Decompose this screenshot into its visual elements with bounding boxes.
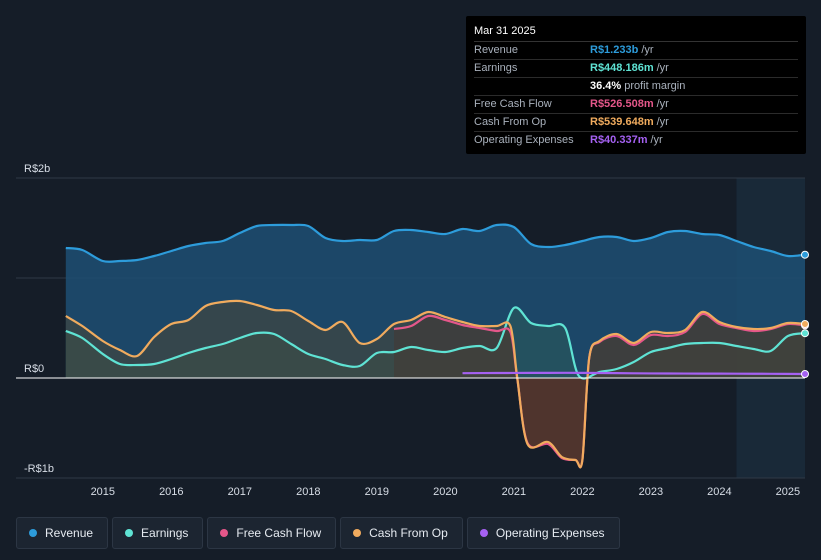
earnings-end-marker <box>801 329 809 338</box>
chart-legend: Revenue Earnings Free Cash Flow Cash Fro… <box>16 517 620 549</box>
legend-item-cash-from-op[interactable]: Cash From Op <box>340 517 463 549</box>
cash-from-op-line <box>65 299 806 469</box>
tooltip-value-opex: R$40.337m <box>590 134 648 146</box>
x-tick-label: 2018 <box>296 486 320 498</box>
cash-from-op-dot-icon <box>353 529 362 537</box>
tooltip-value-cfo: R$539.648m <box>590 116 654 128</box>
tooltip-label: Free Cash Flow <box>474 98 552 110</box>
series-areas <box>65 224 806 468</box>
tooltip-row-revenue: Revenue R$1.233b /yr <box>474 42 798 60</box>
tooltip-row-opex: Operating Expenses R$40.337m /yr <box>474 132 798 149</box>
legend-item-free-cash-flow[interactable]: Free Cash Flow <box>207 517 337 549</box>
x-tick-label: 2024 <box>707 486 731 498</box>
tooltip-row-cfo: Cash From Op R$539.648m /yr <box>474 114 798 132</box>
x-tick-label: 2015 <box>91 486 115 498</box>
tooltip-suffix: /yr <box>656 62 669 74</box>
tooltip-suffix: /yr <box>656 98 669 110</box>
tooltip-row-earnings: Earnings R$448.186m /yr <box>474 60 798 78</box>
earnings-dot-icon <box>125 529 134 537</box>
tooltip-suffix: /yr <box>650 134 663 146</box>
earnings-line <box>65 306 806 380</box>
end-markers <box>801 250 809 378</box>
tooltip-label: Operating Expenses <box>474 134 574 146</box>
x-tick-label: 2022 <box>570 486 594 498</box>
tooltip-row-margin: 36.4% profit margin <box>474 78 798 96</box>
tooltip-date: Mar 31 2025 <box>474 24 798 42</box>
x-tick-label: 2016 <box>159 486 183 498</box>
revenue-line <box>65 223 806 263</box>
series-lines <box>16 223 806 469</box>
y-tick-label: -R$1b <box>24 463 54 475</box>
tooltip-label: Revenue <box>474 44 519 56</box>
tooltip-label: Earnings <box>474 62 518 74</box>
legend-item-revenue[interactable]: Revenue <box>16 517 109 549</box>
legend-label: Operating Expenses <box>495 526 605 540</box>
revenue-end-marker <box>801 250 809 259</box>
tooltip-value-fcf: R$526.508m <box>590 98 654 110</box>
tooltip-suffix: /yr <box>656 116 669 128</box>
cash-from-op-end-marker <box>801 320 809 328</box>
tooltip-label <box>474 78 590 95</box>
legend-item-operating-expenses[interactable]: Operating Expenses <box>466 517 620 549</box>
legend-label: Cash From Op <box>369 526 448 540</box>
tooltip-row-fcf: Free Cash Flow R$526.508m /yr <box>474 96 798 114</box>
free-cash-flow-dot-icon <box>220 529 229 537</box>
x-tick-label: 2017 <box>228 486 252 498</box>
legend-label: Revenue <box>45 526 94 540</box>
y-tick-label: R$2b <box>24 163 50 175</box>
x-tick-label: 2020 <box>433 486 457 498</box>
tooltip-value-margin: 36.4% <box>590 80 622 92</box>
tooltip-value-revenue: R$1.233b <box>590 44 639 56</box>
operating-expenses-line <box>462 371 806 376</box>
tooltip-value-earnings: R$448.186m <box>590 62 654 74</box>
legend-label: Free Cash Flow <box>236 526 322 540</box>
revenue-dot-icon <box>29 529 37 537</box>
legend-label: Earnings <box>141 526 189 540</box>
legend-item-earnings[interactable]: Earnings <box>112 517 204 549</box>
operating-expenses-dot-icon <box>479 529 488 537</box>
cash-from-op-area <box>65 300 806 468</box>
x-tick-label: 2021 <box>502 486 526 498</box>
x-tick-label: 2019 <box>365 486 389 498</box>
tooltip-suffix: /yr <box>641 44 654 56</box>
x-tick-label: 2023 <box>639 486 663 498</box>
x-axis: 2015 2016 2017 2018 2019 2020 2021 2022 2023 2024… <box>91 486 801 498</box>
x-tick-label: 2025 <box>776 486 800 498</box>
operating-expenses-end-marker <box>801 370 809 378</box>
tooltip-panel: Mar 31 2025 Revenue R$1.233b /yr Earning… <box>466 16 806 154</box>
y-tick-label: R$0 <box>24 363 44 375</box>
tooltip-label: Cash From Op <box>474 116 547 128</box>
y-axis: R$2b R$0 -R$1b <box>24 163 54 475</box>
tooltip-suffix: profit margin <box>624 80 686 92</box>
